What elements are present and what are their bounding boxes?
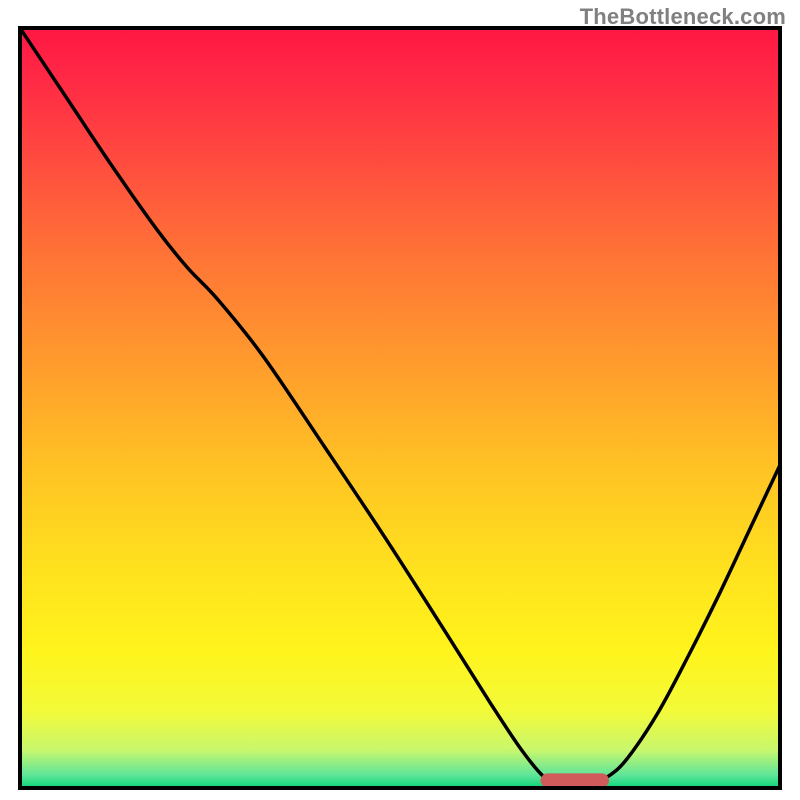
optimal-marker <box>541 773 609 787</box>
bottleneck-chart <box>0 0 800 800</box>
gradient-background <box>20 28 780 788</box>
watermark-text: TheBottleneck.com <box>580 4 786 30</box>
plot-area <box>20 28 780 788</box>
